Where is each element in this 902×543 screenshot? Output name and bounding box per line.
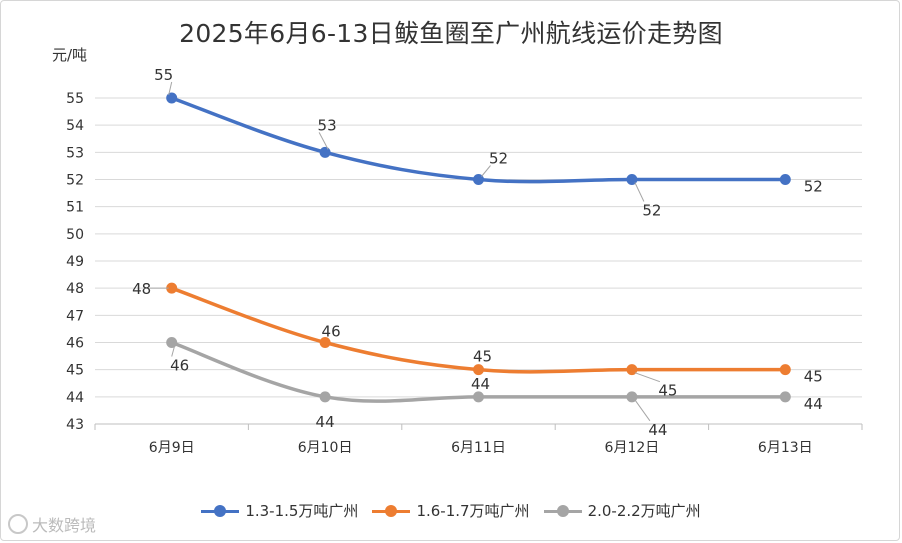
x-tick-label: 6月13日 bbox=[758, 440, 813, 456]
y-tick-label: 46 bbox=[66, 336, 84, 352]
legend-item-1: 1.3-1.5万吨广州 bbox=[201, 500, 358, 521]
data-point bbox=[626, 391, 638, 403]
y-tick-label: 45 bbox=[66, 363, 84, 379]
data-point bbox=[166, 92, 178, 104]
legend-swatch-dot bbox=[385, 504, 398, 517]
data-point bbox=[319, 391, 331, 403]
series-lines bbox=[166, 92, 791, 403]
data-label-leader bbox=[171, 345, 176, 357]
legend-swatch bbox=[372, 504, 411, 518]
line-chart: 43 44 45 46 47 48 49 50 51 52 53 54 55 6月9日 6月10日 6月11… bbox=[66, 66, 863, 456]
x-axis: 6月9日 6月10日 6月11日 6月12日 6月13日 bbox=[94, 424, 863, 456]
y-tick-label: 55 bbox=[66, 91, 84, 107]
legend-label: 2.0-2.2万吨广州 bbox=[587, 502, 701, 520]
data-label: 52 bbox=[489, 150, 508, 168]
y-tick-label: 48 bbox=[66, 281, 84, 297]
x-tick-label: 6月12日 bbox=[605, 440, 660, 456]
data-label: 46 bbox=[322, 323, 341, 341]
data-label: 44 bbox=[804, 395, 823, 413]
legend-label: 1.6-1.7万吨广州 bbox=[416, 502, 530, 520]
data-point bbox=[626, 364, 638, 376]
data-point bbox=[473, 364, 484, 376]
data-label-leader bbox=[634, 399, 651, 422]
y-tick-label: 43 bbox=[66, 417, 84, 433]
legend-swatch-dot bbox=[214, 504, 227, 517]
data-point bbox=[166, 282, 178, 294]
data-point bbox=[779, 364, 791, 376]
data-point bbox=[473, 174, 484, 185]
grid-lines bbox=[95, 97, 862, 425]
data-label: 55 bbox=[154, 66, 173, 84]
data-label: 53 bbox=[318, 116, 337, 134]
series-line-1 bbox=[169, 96, 788, 184]
legend-label: 1.3-1.5万吨广州 bbox=[245, 502, 359, 520]
legend-swatch bbox=[543, 504, 582, 518]
y-tick-label: 44 bbox=[66, 390, 84, 406]
x-tick-label: 6月11日 bbox=[451, 440, 506, 456]
y-tick-labels: 43 44 45 46 47 48 49 50 51 52 53 54 55 bbox=[66, 91, 84, 433]
data-label: 45 bbox=[804, 368, 823, 386]
y-tick-label: 50 bbox=[66, 227, 84, 243]
y-axis-label: 元/吨 bbox=[52, 46, 88, 64]
chart-title: 2025年6月6-13日鲅鱼圈至广州航线运价走势图 bbox=[179, 19, 723, 48]
data-point bbox=[779, 174, 791, 185]
data-label-leader bbox=[481, 165, 491, 177]
data-label: 48 bbox=[132, 280, 151, 298]
y-tick-label: 52 bbox=[66, 173, 84, 189]
legend-item-3: 2.0-2.2万吨广州 bbox=[543, 500, 701, 521]
legend: 1.3-1.5万吨广州 1.6-1.7万吨广州 2.0-2.2万吨广州 bbox=[0, 500, 902, 521]
data-point bbox=[319, 146, 331, 158]
watermark-logo-icon bbox=[8, 514, 28, 534]
watermark: 大数跨境 bbox=[8, 512, 96, 536]
data-label: 45 bbox=[658, 382, 677, 400]
data-label: 44 bbox=[471, 375, 490, 393]
data-label-leader bbox=[634, 372, 661, 383]
data-label: 45 bbox=[473, 348, 492, 366]
data-point bbox=[319, 337, 331, 348]
x-tick-label: 6月10日 bbox=[298, 440, 353, 456]
data-point bbox=[779, 391, 791, 403]
data-label: 44 bbox=[316, 413, 335, 431]
y-tick-label: 47 bbox=[66, 308, 84, 324]
data-label: 44 bbox=[648, 421, 667, 439]
watermark-text: 大数跨境 bbox=[32, 516, 97, 535]
data-label-leader bbox=[168, 81, 173, 96]
x-tick-label: 6月9日 bbox=[149, 440, 195, 456]
y-tick-label: 49 bbox=[66, 254, 84, 270]
y-tick-label: 54 bbox=[66, 118, 84, 134]
data-label: 46 bbox=[170, 357, 189, 375]
data-label-leader bbox=[318, 132, 329, 150]
y-tick-label: 51 bbox=[66, 200, 84, 216]
legend-swatch-dot bbox=[556, 504, 569, 517]
data-label-leader bbox=[634, 182, 645, 202]
legend-swatch bbox=[201, 504, 240, 518]
data-label: 52 bbox=[804, 178, 823, 196]
legend-item-2: 1.6-1.7万吨广州 bbox=[372, 500, 530, 521]
data-point bbox=[166, 337, 178, 348]
data-point bbox=[626, 174, 638, 185]
data-label: 52 bbox=[642, 202, 661, 220]
y-tick-label: 53 bbox=[66, 145, 84, 161]
data-labels: 55 53 52 52 52 48 46 45 45 45 46 44 44 44 44 bbox=[132, 66, 823, 439]
data-point bbox=[473, 391, 484, 403]
